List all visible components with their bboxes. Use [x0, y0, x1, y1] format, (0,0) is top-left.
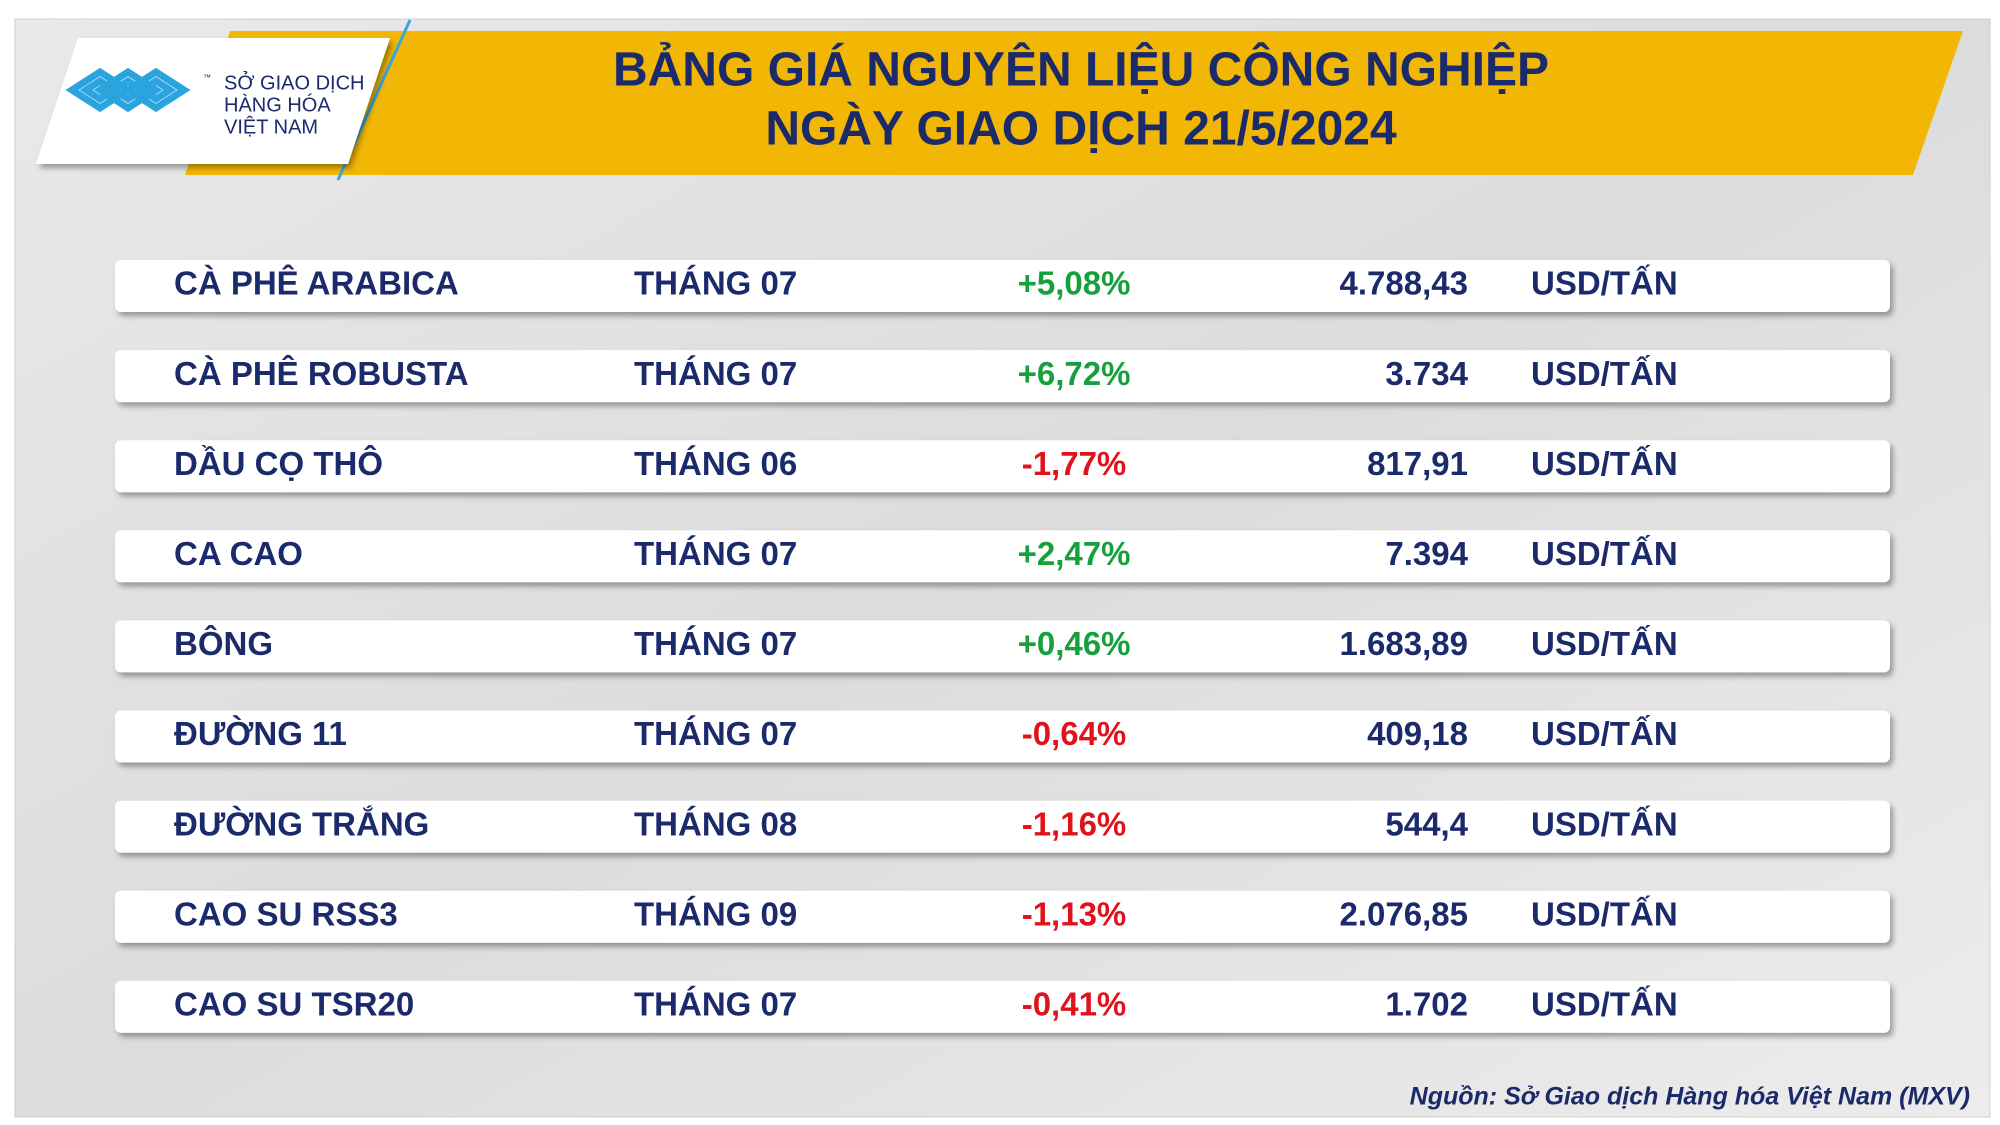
unit: USD/TẤN — [1531, 355, 1678, 392]
price: 4.788,43 — [1340, 265, 1468, 302]
commodity: CÀ PHÊ ROBUSTA — [174, 355, 469, 392]
change: +2,47% — [1018, 535, 1131, 572]
change: -1,13% — [1022, 895, 1127, 932]
table-row: DẦU CỌ THÔ THÁNG 06 -1,77% 817,91 USD/TẤN — [115, 440, 1890, 493]
unit: USD/TẤN — [1531, 445, 1678, 482]
title-banner — [185, 31, 1963, 175]
source: Nguồn: Sở Giao dịch Hàng hóa Việt Nam (M… — [1410, 1083, 1970, 1111]
logo-icon — [65, 67, 191, 113]
row-box — [115, 890, 1890, 943]
price: 817,91 — [1367, 445, 1468, 482]
price: 3.734 — [1385, 355, 1468, 392]
unit: USD/TẤN — [1531, 265, 1678, 302]
table-row: CAO SU RSS3 THÁNG 09 -1,13% 2.076,85 USD/TẤN — [115, 890, 1890, 943]
commodity: DẦU CỌ THÔ — [174, 444, 383, 482]
logo-panel — [36, 38, 390, 164]
change: -1,77% — [1022, 445, 1127, 482]
commodity: CAO SU TSR20 — [174, 986, 414, 1023]
change: -1,16% — [1022, 805, 1127, 842]
row-box — [115, 440, 1890, 493]
contract-month: THÁNG 09 — [634, 895, 797, 932]
contract-month: THÁNG 07 — [634, 625, 797, 662]
row-box — [115, 530, 1890, 583]
unit: USD/TẤN — [1531, 715, 1678, 752]
logo-text: SỞ GIAO DỊCH — [224, 70, 365, 94]
contract-month: THÁNG 06 — [634, 445, 797, 482]
contract-month: THÁNG 07 — [634, 715, 797, 752]
contract-month: THÁNG 07 — [634, 355, 797, 392]
row-box — [115, 800, 1890, 853]
change: +5,08% — [1018, 265, 1131, 302]
commodity: ĐƯỜNG TRẮNG — [174, 805, 429, 842]
table-row: ĐƯỜNG 11 THÁNG 07 -0,64% 409,18 USD/TẤN — [115, 710, 1890, 763]
logo-tm: ™ — [203, 73, 211, 82]
contract-month: THÁNG 07 — [634, 265, 797, 302]
change: -0,64% — [1022, 715, 1127, 752]
unit: USD/TẤN — [1531, 535, 1678, 572]
commodity: CÀ PHÊ ARABICA — [174, 265, 459, 302]
commodity: CA CAO — [174, 535, 303, 572]
table: CÀ PHÊ ARABICA THÁNG 07 +5,08% 4.788,43 USD/… — [115, 260, 1890, 1033]
table-row: BÔNG THÁNG 07 +0,46% 1.683,89 USD/TẤN — [115, 620, 1890, 673]
row-box — [115, 710, 1890, 763]
contract-month: THÁNG 07 — [634, 535, 797, 572]
table-row: CAO SU TSR20 THÁNG 07 -0,41% 1.702 USD/TẤN — [115, 980, 1890, 1033]
table-row: CÀ PHÊ ROBUSTA THÁNG 07 +6,72% 3.734 USD/TẤN — [115, 350, 1890, 403]
row-box — [115, 350, 1890, 403]
price: 409,18 — [1367, 715, 1468, 752]
unit: USD/TẤN — [1531, 805, 1678, 842]
unit: USD/TẤN — [1531, 625, 1678, 662]
price: 7.394 — [1385, 535, 1468, 572]
unit: USD/TẤN — [1531, 895, 1678, 932]
table-row: ĐƯỜNG TRẮNG THÁNG 08 -1,16% 544,4 USD/TẤN — [115, 800, 1890, 853]
row-box — [115, 620, 1890, 673]
logo-text: VIỆT NAM — [224, 115, 318, 138]
change: +0,46% — [1018, 625, 1131, 662]
change: -0,41% — [1022, 986, 1127, 1023]
title: BẢNG GIÁ NGUYÊN LIỆU CÔNG NGHIỆP — [613, 42, 1549, 97]
contract-month: THÁNG 07 — [634, 986, 797, 1023]
price: 544,4 — [1385, 805, 1468, 842]
logo-text: HÀNG HÓA — [224, 93, 331, 116]
unit: USD/TẤN — [1531, 986, 1678, 1023]
row-box — [115, 980, 1890, 1033]
table-row: CA CAO THÁNG 07 +2,47% 7.394 USD/TẤN — [115, 530, 1890, 583]
price: 2.076,85 — [1340, 895, 1468, 932]
row-box — [115, 260, 1890, 312]
price: 1.683,89 — [1340, 625, 1468, 662]
title: NGÀY GIAO DỊCH 21/5/2024 — [765, 102, 1397, 156]
commodity: CAO SU RSS3 — [174, 895, 398, 932]
commodity: ĐƯỜNG 11 — [174, 715, 347, 752]
change: +6,72% — [1018, 355, 1131, 392]
price: 1.702 — [1385, 986, 1468, 1023]
commodity: BÔNG — [174, 624, 273, 662]
table-row: CÀ PHÊ ARABICA THÁNG 07 +5,08% 4.788,43 USD/… — [115, 260, 1890, 312]
contract-month: THÁNG 08 — [634, 805, 797, 842]
